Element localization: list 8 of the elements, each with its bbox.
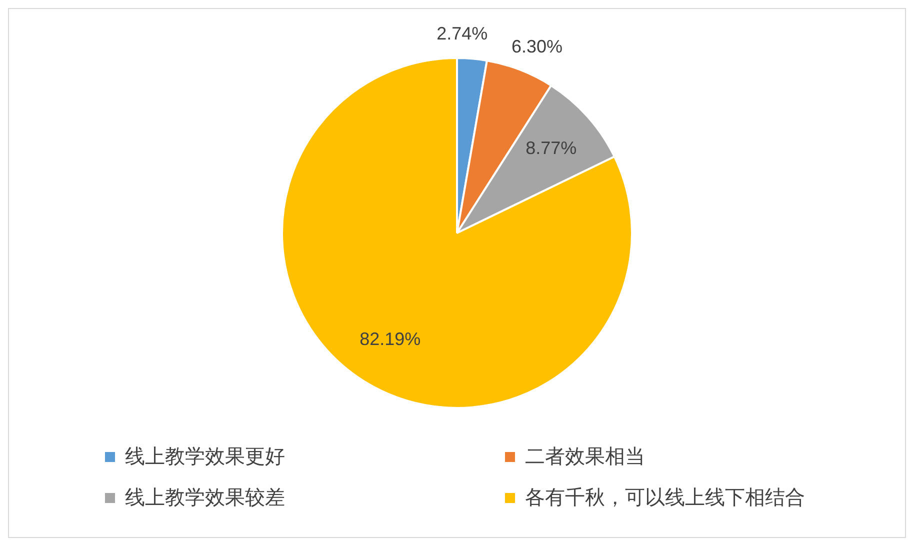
legend-label: 二者效果相当	[525, 443, 645, 470]
data-label: 2.74%	[436, 24, 488, 44]
data-label: 82.19%	[360, 328, 421, 349]
data-label: 8.77%	[526, 138, 577, 158]
data-label: 6.30%	[511, 36, 562, 56]
legend-label: 线上教学效果更好	[125, 443, 285, 470]
legend-label: 各有千秋，可以线上线下相结合	[525, 484, 805, 511]
legend-label: 线上教学效果较差	[125, 484, 285, 511]
